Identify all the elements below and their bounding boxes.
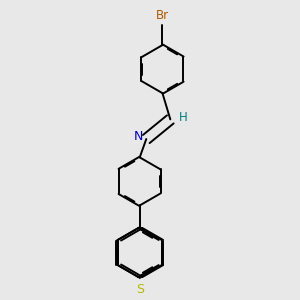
Text: S: S xyxy=(136,283,144,296)
Text: Br: Br xyxy=(156,9,169,22)
Text: H: H xyxy=(179,111,188,124)
Text: N: N xyxy=(134,130,143,143)
